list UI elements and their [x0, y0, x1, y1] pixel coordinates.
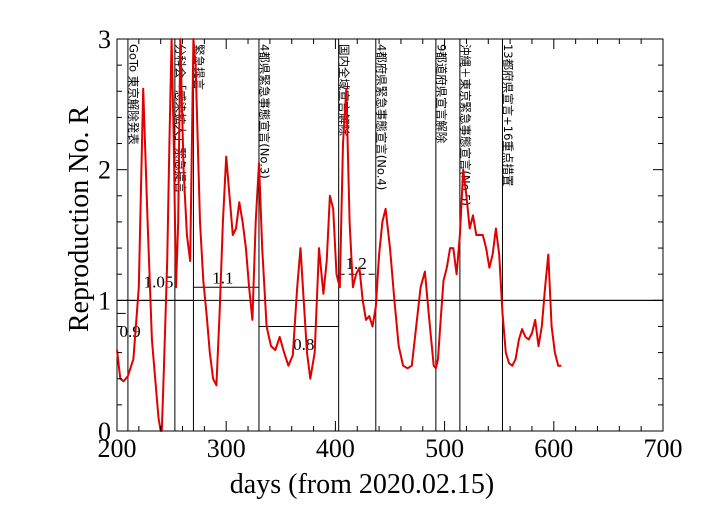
x-tick-label-3: 500	[425, 434, 464, 463]
y-tick-label-0: 0	[98, 417, 111, 446]
series-layer	[116, 38, 562, 432]
plot-frame	[116, 38, 664, 432]
event-label-7: 沖縄＋東京緊急事態宣言(No.5)	[458, 44, 472, 206]
event-label-8: 13都府県宣言+16重点措置	[501, 44, 515, 186]
y-tick-label-1: 1	[98, 286, 111, 315]
y-axis-title: Reproduction No. R	[64, 106, 95, 333]
ticks-layer: 200 300 400 500 600 700 0 1 2 3	[98, 25, 683, 463]
band-label-0: 0.9	[119, 322, 140, 341]
x-tick-label-5: 700	[644, 434, 683, 463]
event-lines-layer: GoTo 東京解除発表 分科会「感染拡大」緊急提言 緊急提言 4都県緊急事態宣言(No…	[126, 39, 515, 431]
band-label-2: 1.1	[212, 268, 233, 287]
band-label-4: 1.2	[346, 254, 367, 273]
x-axis-title: days (from 2020.02.15)	[230, 469, 494, 500]
event-label-3: 4都県緊急事態宣言(No.3)	[257, 44, 271, 179]
event-label-6: 9都道府県宣言解除	[434, 44, 448, 144]
series-line-0	[116, 38, 562, 432]
event-label-0: GoTo 東京解除発表	[126, 44, 140, 145]
band-label-3: 0.8	[293, 335, 314, 354]
plot-border	[116, 38, 664, 432]
band-label-1: 1.05	[144, 272, 174, 291]
y-tick-label-3: 3	[98, 25, 111, 54]
x-tick-label-0: 200	[98, 434, 137, 463]
bands-layer: 0.9 1.05 1.1 0.8 1.2	[117, 254, 663, 354]
x-tick-label-4: 600	[534, 434, 573, 463]
y-tick-label-2: 2	[98, 156, 111, 185]
event-label-5: 4都府県緊急事態宣言(No.4)	[374, 44, 388, 190]
x-tick-label-1: 300	[207, 434, 246, 463]
x-tick-label-2: 400	[316, 434, 355, 463]
